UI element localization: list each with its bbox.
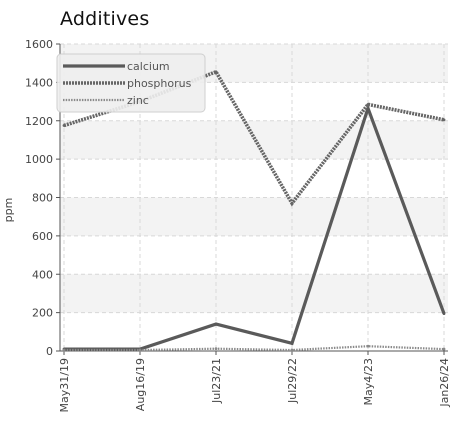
x-tick-label: Aug16/19 bbox=[134, 358, 147, 411]
data-point-calcium bbox=[290, 341, 294, 345]
data-point-zinc bbox=[62, 348, 66, 352]
y-tick-label: 200 bbox=[32, 307, 53, 320]
x-tick-label: May4/23 bbox=[362, 358, 375, 405]
x-tick-label: Jul29/22 bbox=[286, 358, 299, 404]
data-point-zinc bbox=[214, 347, 218, 351]
legend-box bbox=[56, 53, 206, 113]
data-point-phosphorus bbox=[214, 70, 218, 74]
series-line-zinc bbox=[64, 345, 445, 352]
data-point-zinc bbox=[290, 348, 294, 352]
y-tick-label: 400 bbox=[32, 268, 53, 281]
plot-band bbox=[60, 120, 448, 160]
data-point-zinc bbox=[366, 344, 370, 348]
y-axis-ticks: 0 200 400 600 800 1000 1200 1400 1600 bbox=[25, 38, 60, 358]
legend: calcium phosphorus zinc bbox=[56, 53, 206, 113]
data-point-calcium bbox=[442, 312, 446, 315]
y-tick-label: 1400 bbox=[25, 76, 53, 89]
data-point-calcium bbox=[366, 106, 370, 110]
plot-band bbox=[60, 197, 448, 236]
y-axis-label: ppm bbox=[2, 198, 15, 223]
data-point-phosphorus bbox=[366, 103, 370, 106]
y-tick-label: 1600 bbox=[25, 38, 53, 51]
x-tick-label: May31/19 bbox=[58, 358, 71, 412]
y-tick-label: 600 bbox=[32, 230, 53, 243]
legend-label-zinc: zinc bbox=[127, 94, 149, 107]
data-point-calcium bbox=[214, 322, 218, 326]
x-tick-label: Jan26/24 bbox=[438, 358, 451, 408]
x-tick-label: Jul23/21 bbox=[210, 358, 223, 404]
y-tick-label: 1200 bbox=[25, 115, 53, 128]
legend-label-phosphorus: phosphorus bbox=[127, 77, 192, 90]
chart-title: Additives bbox=[60, 8, 150, 30]
y-tick-label: 800 bbox=[32, 192, 53, 205]
data-point-phosphorus bbox=[442, 118, 446, 122]
x-axis-ticks: May31/19 Aug16/19 Jul23/21 Jul29/22 May4/23 J… bbox=[58, 351, 451, 412]
y-tick-label: 1000 bbox=[25, 153, 53, 166]
legend-label-calcium: calcium bbox=[127, 60, 170, 73]
data-point-zinc bbox=[442, 347, 446, 351]
data-point-phosphorus bbox=[62, 124, 66, 127]
data-point-zinc bbox=[138, 348, 142, 352]
plot-band bbox=[60, 274, 448, 313]
data-point-phosphorus bbox=[290, 201, 294, 205]
y-tick-label: 0 bbox=[46, 345, 53, 358]
